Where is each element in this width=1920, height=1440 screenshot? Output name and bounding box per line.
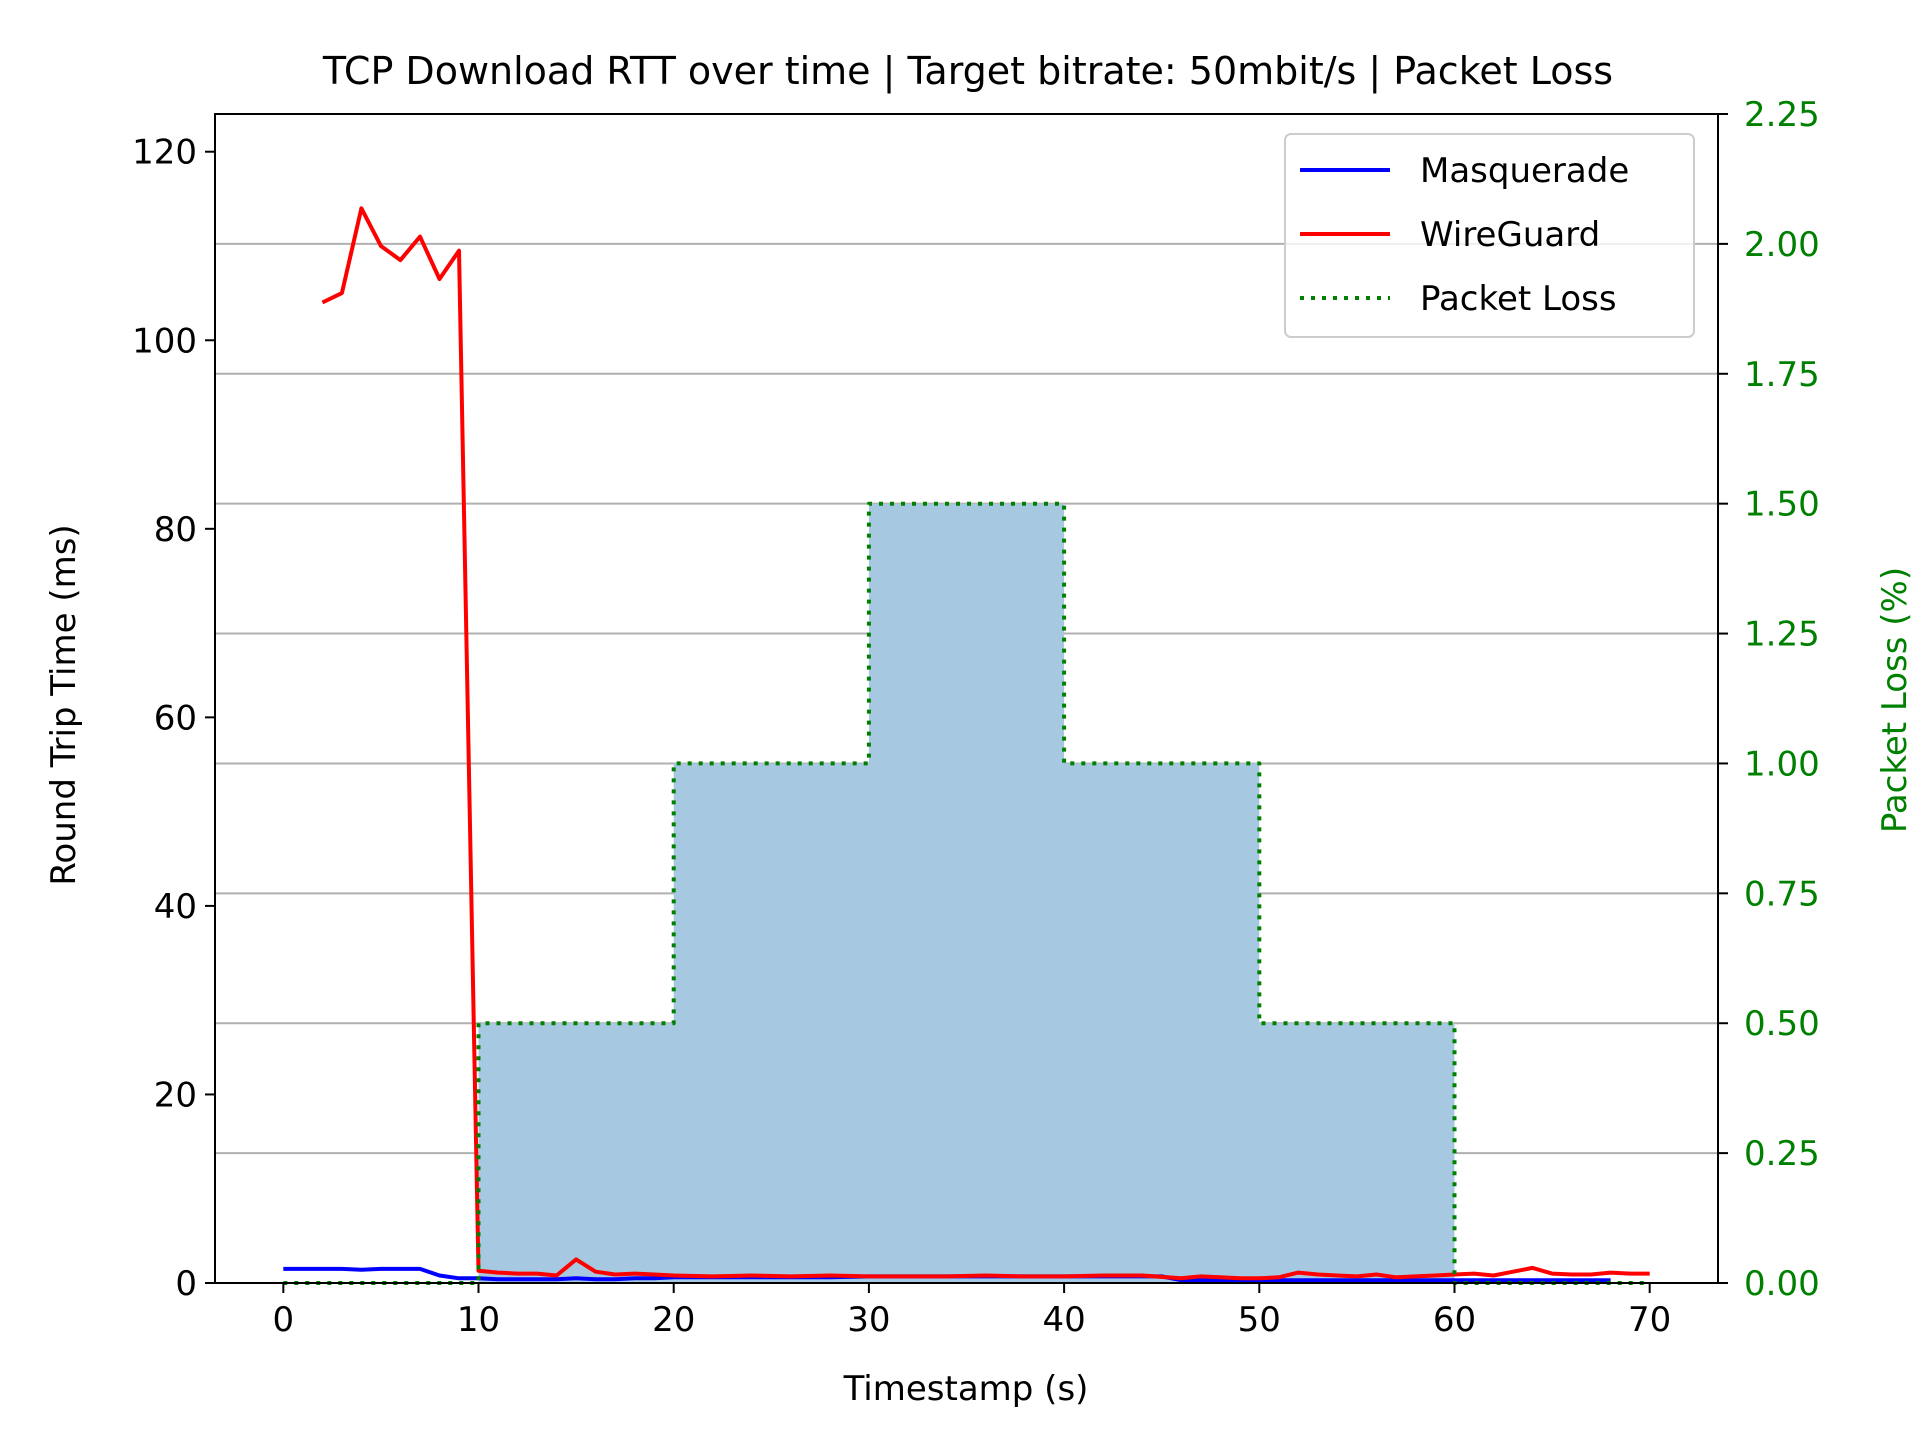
y-tick-label: 40 <box>154 887 197 927</box>
x-tick-label: 0 <box>272 1300 294 1340</box>
x-axis-label: Timestamp (s) <box>843 1369 1089 1409</box>
y2-tick-label: 0.75 <box>1744 874 1820 914</box>
y-tick-label: 80 <box>154 510 197 550</box>
y-tick-label: 120 <box>132 133 197 173</box>
legend-label-wireguard: WireGuard <box>1420 215 1600 255</box>
y-tick-label: 0 <box>175 1264 197 1304</box>
y-tick-label: 100 <box>132 321 197 361</box>
y-tick-label: 20 <box>154 1075 197 1115</box>
y2-tick-label: 1.00 <box>1744 744 1820 784</box>
y2-tick-label: 1.75 <box>1744 355 1820 395</box>
y2-tick-label: 0.00 <box>1744 1264 1820 1304</box>
y2-tick-label: 1.25 <box>1744 615 1820 655</box>
chart-title: TCP Download RTT over time | Target bitr… <box>322 49 1613 94</box>
y2-tick-label: 2.00 <box>1744 225 1820 265</box>
x-tick-label: 70 <box>1628 1300 1671 1340</box>
y2-tick-label: 1.50 <box>1744 485 1820 525</box>
y-tick-label: 60 <box>154 698 197 738</box>
legend-label-masquerade: Masquerade <box>1420 151 1629 191</box>
x-tick-label: 40 <box>1042 1300 1085 1340</box>
legend-label-packet-loss: Packet Loss <box>1420 279 1617 319</box>
x-tick-label: 30 <box>847 1300 890 1340</box>
y2-axis-label: Packet Loss (%) <box>1875 567 1915 833</box>
y-axis-label: Round Trip Time (ms) <box>44 524 84 885</box>
x-tick-label: 10 <box>457 1300 500 1340</box>
legend: Masquerade WireGuard Packet Loss <box>1285 134 1694 337</box>
x-tick-label: 20 <box>652 1300 695 1340</box>
y2-tick-label: 0.25 <box>1744 1134 1820 1174</box>
x-tick-label: 50 <box>1238 1300 1281 1340</box>
y2-tick-label: 2.25 <box>1744 95 1820 135</box>
x-tick-label: 60 <box>1433 1300 1476 1340</box>
y2-tick-label: 0.50 <box>1744 1004 1820 1044</box>
